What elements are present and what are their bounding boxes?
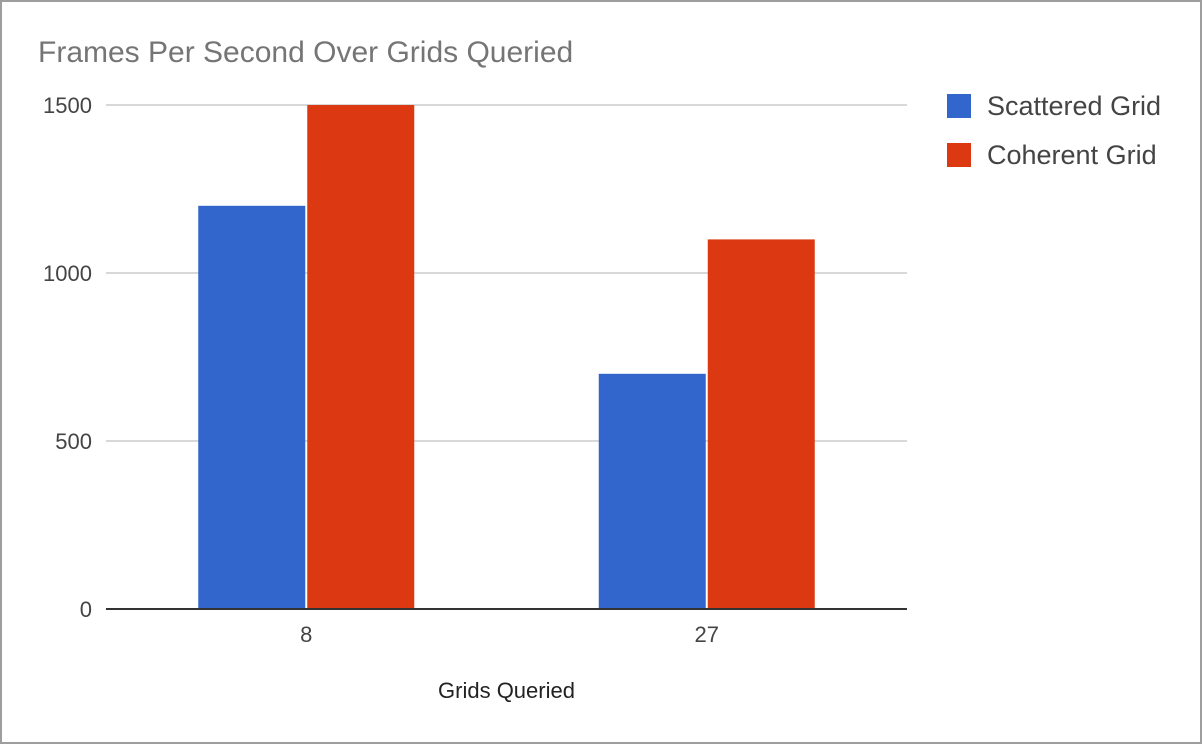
bar-coherent-grid-8 <box>307 105 415 609</box>
x-axis-label: Grids Queried <box>438 678 575 703</box>
y-axis-ticks: 0 500 1000 1500 <box>43 93 92 622</box>
y-tick-label: 1500 <box>43 93 92 118</box>
y-tick-label: 1000 <box>43 261 92 286</box>
legend-label: Coherent Grid <box>987 140 1157 170</box>
legend-label: Scattered Grid <box>987 91 1161 121</box>
y-tick-label: 0 <box>80 597 92 622</box>
bars <box>198 105 815 610</box>
chart-title: Frames Per Second Over Grids Queried <box>38 36 573 69</box>
legend-swatch <box>947 143 971 167</box>
legend-swatch <box>947 94 971 118</box>
legend: Scattered Grid Coherent Grid <box>947 91 1161 170</box>
bar-coherent-grid-27 <box>707 239 815 609</box>
bar-scattered-grid-8 <box>198 205 306 610</box>
bar-scattered-grid-27 <box>598 373 706 609</box>
x-tick-label: 27 <box>695 622 719 647</box>
x-axis-ticks: 8 27 <box>300 622 719 647</box>
x-tick-label: 8 <box>300 622 312 647</box>
y-tick-label: 500 <box>55 429 92 454</box>
